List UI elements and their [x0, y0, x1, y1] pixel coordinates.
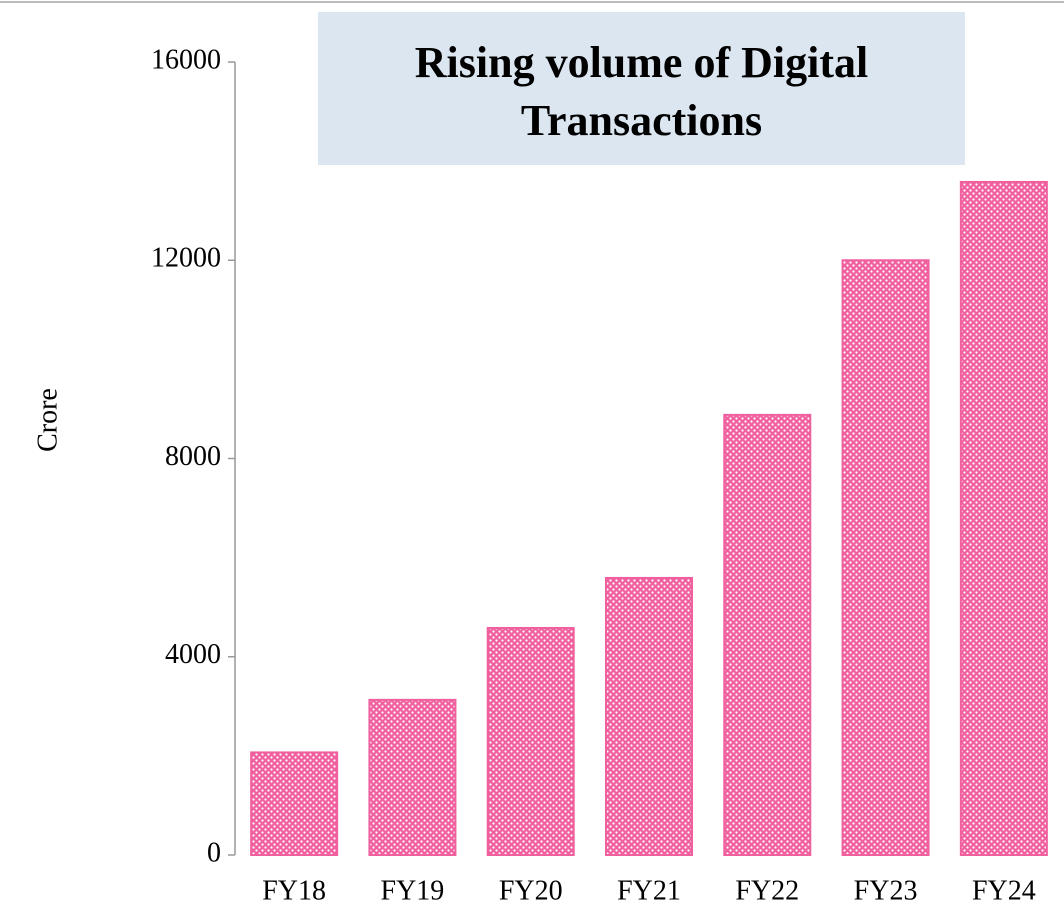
bar — [368, 698, 457, 857]
y-tick-label: 4000 — [165, 639, 221, 670]
bar — [250, 751, 339, 857]
y-axis-label: Crore — [32, 388, 63, 452]
bar — [486, 627, 575, 856]
bar — [723, 413, 812, 856]
y-tick-label: 16000 — [151, 44, 221, 75]
x-tick-label: FY23 — [854, 875, 918, 906]
bar — [841, 259, 930, 856]
y-tick-label: 12000 — [151, 243, 221, 274]
x-tick-label: FY19 — [381, 875, 445, 906]
x-tick-label: FY20 — [499, 875, 563, 906]
x-tick-label: FY22 — [735, 875, 799, 906]
y-tick-label: 0 — [207, 837, 221, 868]
x-tick-label: FY21 — [617, 875, 681, 906]
x-tick-label: FY24 — [972, 875, 1036, 906]
x-tick-label: FY18 — [262, 875, 326, 906]
y-tick-label: 8000 — [165, 441, 221, 472]
bar — [605, 576, 693, 856]
bar — [959, 180, 1048, 857]
chart-title: Rising volume of Digital Transactions — [318, 12, 965, 165]
